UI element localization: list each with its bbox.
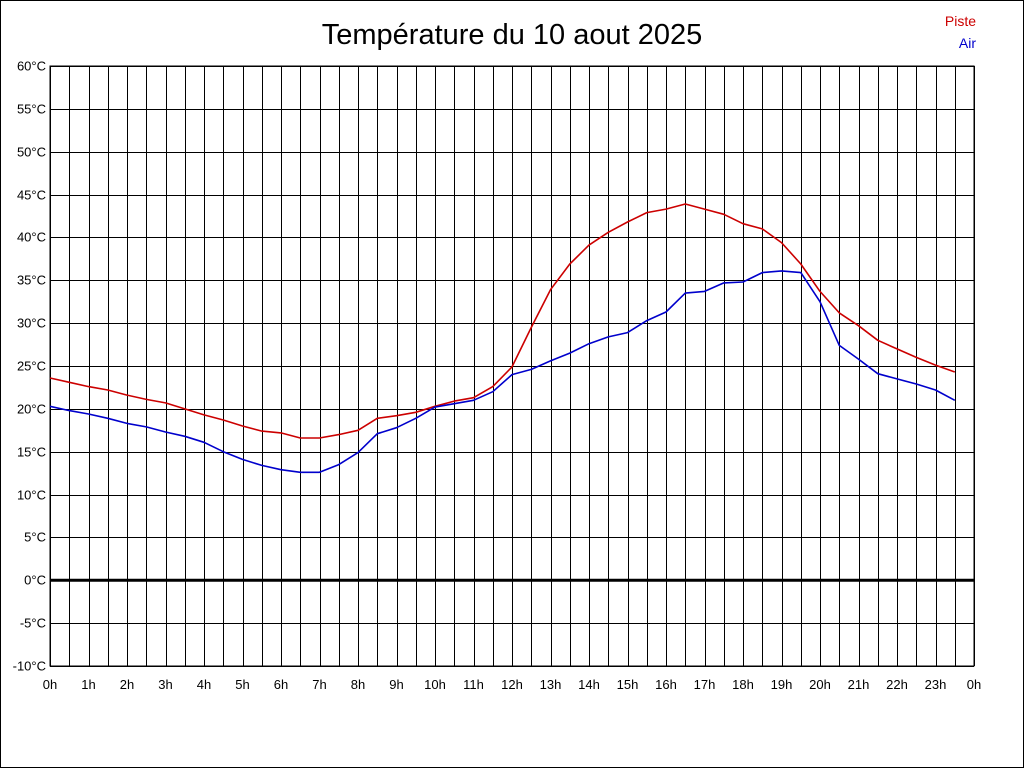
y-tick-label: -5°C	[20, 616, 46, 631]
x-tick-label: 1h	[81, 677, 95, 692]
y-tick-label: 60°C	[17, 59, 46, 74]
x-tick-label: 19h	[771, 677, 793, 692]
y-tick-label: -10°C	[13, 659, 46, 674]
x-tick-label: 17h	[694, 677, 716, 692]
y-tick-label: 50°C	[17, 145, 46, 160]
legend-entry-air: Air	[958, 35, 976, 51]
x-tick-label: 4h	[197, 677, 211, 692]
y-tick-label: 40°C	[17, 230, 46, 245]
y-tick-label: 0°C	[24, 573, 46, 588]
y-tick-label: 30°C	[17, 316, 46, 331]
x-tick-label: 20h	[809, 677, 831, 692]
x-tick-label: 5h	[235, 677, 249, 692]
x-tick-label: 12h	[501, 677, 523, 692]
chart-title: Température du 10 aout 2025	[321, 19, 703, 51]
x-tick-label: 7h	[312, 677, 326, 692]
y-tick-label: 5°C	[24, 530, 46, 545]
x-tick-label: 14h	[578, 677, 600, 692]
x-tick-label: 10h	[424, 677, 446, 692]
x-tick-label: 23h	[925, 677, 947, 692]
y-tick-label: 35°C	[17, 273, 46, 288]
y-tick-label: 45°C	[17, 188, 46, 203]
y-tick-label: 25°C	[17, 359, 46, 374]
y-tick-label: 55°C	[17, 102, 46, 117]
legend-entry-piste: Piste	[944, 13, 976, 29]
x-tick-label: 0h	[967, 677, 981, 692]
x-tick-label: 22h	[886, 677, 908, 692]
x-tick-label: 13h	[540, 677, 562, 692]
x-tick-label: 11h	[463, 677, 484, 692]
y-tick-label: 15°C	[17, 445, 46, 460]
x-tick-label: 18h	[732, 677, 754, 692]
y-tick-label: 10°C	[17, 488, 46, 503]
x-tick-label: 21h	[848, 677, 870, 692]
x-tick-label: 8h	[351, 677, 365, 692]
x-tick-label: 16h	[655, 677, 677, 692]
x-tick-label: 2h	[120, 677, 134, 692]
y-tick-label: 20°C	[17, 402, 46, 417]
x-tick-label: 3h	[158, 677, 172, 692]
x-tick-label: 15h	[617, 677, 639, 692]
series-line-piste	[49, 203, 956, 439]
x-tick-label: 6h	[274, 677, 288, 692]
series-line-air	[49, 270, 956, 474]
x-tick-label: 9h	[389, 677, 403, 692]
x-tick-label: 0h	[43, 677, 57, 692]
